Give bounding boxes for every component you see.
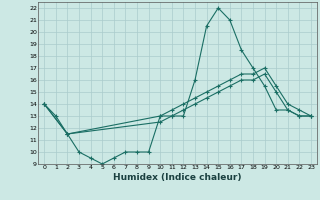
- X-axis label: Humidex (Indice chaleur): Humidex (Indice chaleur): [113, 173, 242, 182]
